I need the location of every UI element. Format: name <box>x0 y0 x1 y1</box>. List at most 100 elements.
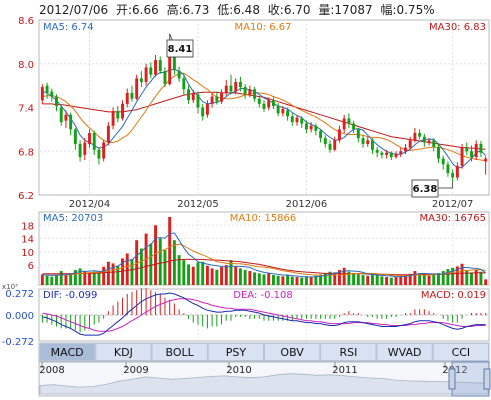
candle-body <box>422 136 426 143</box>
candle-body <box>418 133 422 137</box>
vol-ma30-line <box>42 258 486 276</box>
dif-label: DIF: -0.099 <box>43 290 97 301</box>
high-callout-value: 8.41 <box>168 44 193 55</box>
dif-line <box>42 292 486 336</box>
candlesticks <box>40 33 488 182</box>
price-y-tick: 8.6 <box>18 16 34 27</box>
navigator-selection[interactable] <box>448 361 491 397</box>
change-label: 幅: <box>380 2 396 17</box>
volume-bar <box>394 276 398 285</box>
high-value: 6.73 <box>183 3 210 17</box>
volume-bar <box>116 265 120 285</box>
tab-macd[interactable]: MACD <box>39 343 96 361</box>
candle-body <box>69 114 73 130</box>
volume-bar <box>352 273 356 285</box>
candle-body <box>404 147 407 152</box>
volume-bar <box>314 275 318 285</box>
volume-y-tick: 10 <box>21 248 34 259</box>
candle-body <box>224 85 228 93</box>
candle-body <box>111 111 115 126</box>
candle-body <box>257 98 261 104</box>
volume-y-tick: 14 <box>21 235 34 246</box>
volume-bar <box>385 277 389 285</box>
candle-body <box>408 140 412 148</box>
candle-body <box>196 94 200 108</box>
candle-body <box>394 154 398 158</box>
candle-body <box>253 89 257 99</box>
price-ma30-label: MA30: 6.83 <box>429 22 486 33</box>
tab-rsi[interactable]: RSI <box>320 343 377 361</box>
volume-bar <box>328 271 332 285</box>
volume-bar <box>295 277 299 285</box>
price-y-tick: 6.2 <box>18 191 34 202</box>
tab-label: PSY <box>226 346 247 359</box>
macd-lines <box>42 292 486 336</box>
volume-bar <box>210 268 214 285</box>
tab-background <box>432 343 489 361</box>
candle-body <box>314 125 318 131</box>
tab-wvad[interactable]: WVAD <box>376 343 433 361</box>
candle-body <box>337 129 341 141</box>
vol-ma5-line <box>42 232 486 278</box>
volume-bar <box>257 273 261 285</box>
candle-body <box>220 92 224 102</box>
candle-body <box>191 92 195 101</box>
candle-body <box>451 173 455 178</box>
volume-bar <box>168 216 172 285</box>
candle-body <box>182 78 186 90</box>
volume-bar <box>163 250 167 285</box>
volume-bar <box>234 266 238 285</box>
volume-bar <box>375 275 379 285</box>
close-value: 6.70 <box>284 3 311 17</box>
volume-bar <box>102 266 106 285</box>
volume-y-tick: 18 <box>21 221 34 232</box>
navigator-year-label: 2009 <box>123 365 148 376</box>
volume-bar <box>201 261 205 285</box>
quote-header: 2012/07/06 开:6.66 高:6.73 低:6.48 收:6.70 量… <box>39 2 435 17</box>
navigator-handle-right[interactable] <box>483 368 491 390</box>
volume-bar <box>418 273 422 285</box>
tab-kdj[interactable]: KDJ <box>95 343 152 361</box>
candle-body <box>352 123 356 130</box>
volume-bar <box>106 261 110 285</box>
tab-obv[interactable]: OBV <box>264 343 321 361</box>
candle-body <box>144 67 148 82</box>
tab-label: OBV <box>280 346 304 359</box>
vol-ma10-label: MA10: 15866 <box>230 213 297 224</box>
navigator-handle-left[interactable] <box>448 368 456 390</box>
tab-psy[interactable]: PSY <box>207 343 264 361</box>
candle-body <box>309 125 313 130</box>
vol-unit-label: x10³ <box>2 283 18 291</box>
candle-body <box>286 110 290 117</box>
navigator-year-label: 2008 <box>39 365 64 376</box>
volume-bar <box>59 271 63 285</box>
volume-bar <box>97 273 101 285</box>
candle-body <box>432 140 436 147</box>
volume-bar <box>92 271 96 285</box>
volume-bar <box>177 255 181 285</box>
volume-bar <box>220 267 224 285</box>
candle-body <box>347 118 351 124</box>
candle-body <box>168 52 172 85</box>
volume-bar <box>154 225 157 285</box>
tab-background <box>264 343 321 361</box>
candle-body <box>470 151 473 158</box>
candle-body <box>149 67 153 75</box>
candle-body <box>135 78 139 99</box>
tab-boll[interactable]: BOLL <box>151 343 208 361</box>
volume-bar <box>205 265 209 285</box>
candle-body <box>125 92 129 104</box>
candle-body <box>375 149 379 153</box>
volume-bar <box>243 270 247 285</box>
tab-background <box>376 343 433 361</box>
candle-body <box>281 108 285 114</box>
tab-cci[interactable]: CCI <box>432 343 489 361</box>
volume-bar <box>333 272 337 285</box>
candle-body <box>238 81 242 88</box>
candle-body <box>319 130 323 139</box>
candle-body <box>427 140 431 143</box>
volume-bar <box>73 270 77 285</box>
volume-bar <box>347 271 351 285</box>
price-x-tick: 2012/05 <box>177 199 219 210</box>
candle-body <box>276 106 280 114</box>
